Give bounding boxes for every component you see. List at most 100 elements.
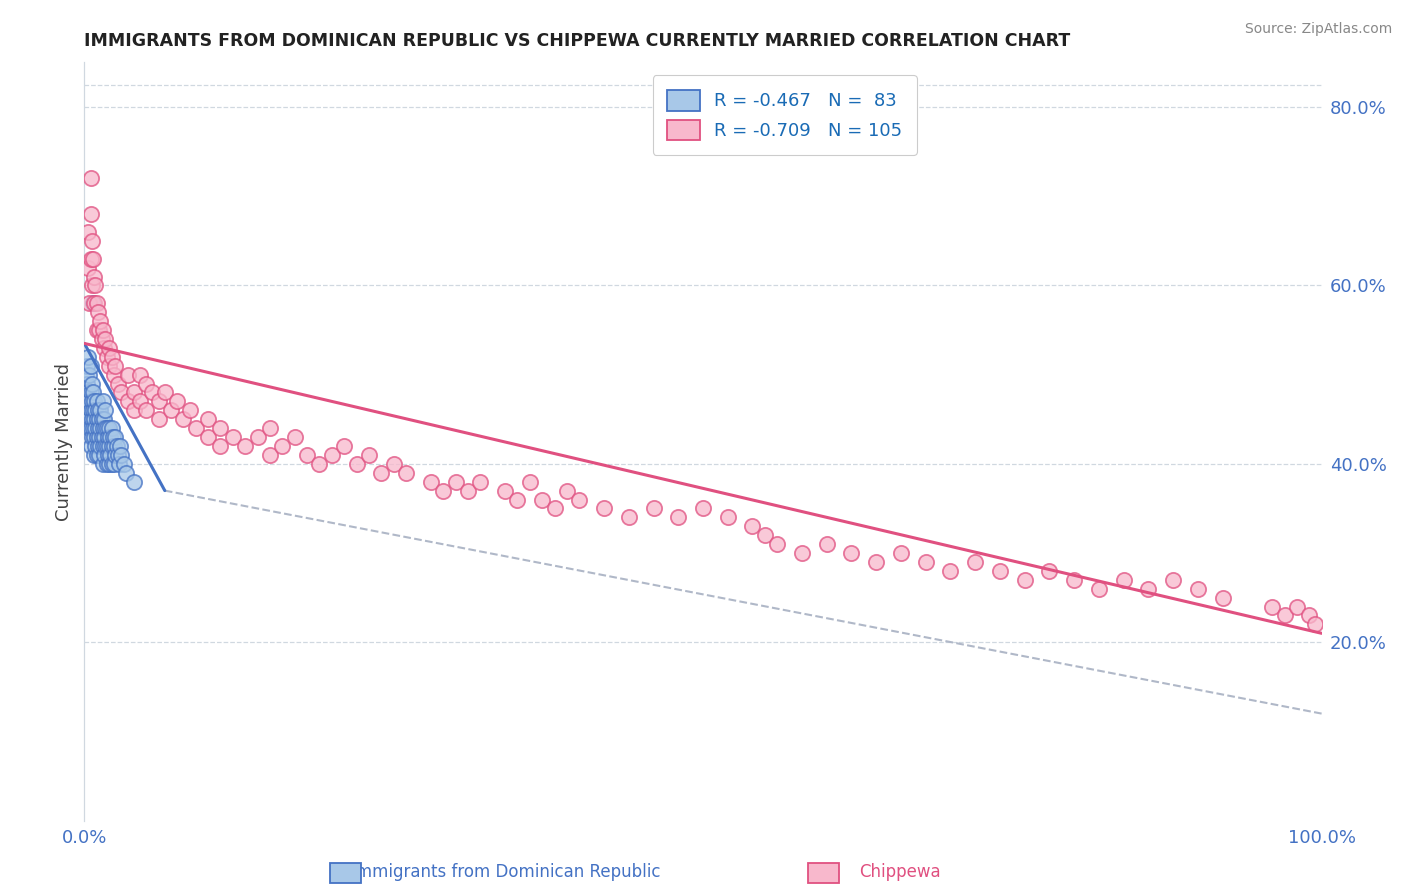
Point [79, 421, 101, 435]
Point [209, 439, 232, 453]
Point [82, 403, 104, 417]
Point [988, 564, 1011, 578]
Point [87, 403, 110, 417]
Point [506, 492, 529, 507]
Point [89, 439, 111, 453]
Point [86, 296, 108, 310]
Point [91, 439, 114, 453]
Point [271, 439, 294, 453]
Point [1261, 599, 1284, 614]
Point [284, 430, 307, 444]
Point [122, 475, 145, 489]
Point [90, 430, 112, 444]
Point [117, 368, 139, 382]
Point [91, 457, 114, 471]
Point [160, 403, 183, 417]
Point [91, 323, 114, 337]
Point [75, 385, 97, 400]
Point [80, 430, 103, 444]
Point [98, 421, 121, 435]
Point [494, 483, 516, 498]
Point [209, 421, 232, 435]
Point [1063, 573, 1085, 587]
Point [79, 296, 101, 310]
Point [568, 492, 591, 507]
Point [104, 359, 127, 373]
Point [1187, 582, 1209, 596]
Point [79, 252, 101, 266]
Point [83, 430, 105, 444]
Point [93, 430, 115, 444]
Point [122, 385, 145, 400]
Point [295, 448, 318, 462]
Point [110, 448, 132, 462]
Point [82, 421, 104, 435]
Point [197, 412, 219, 426]
Point [84, 439, 107, 453]
Legend: R = -0.467   N =  83, R = -0.709   N = 105: R = -0.467 N = 83, R = -0.709 N = 105 [652, 75, 917, 155]
Point [179, 403, 201, 417]
Point [197, 430, 219, 444]
Point [865, 555, 887, 569]
Point [543, 501, 565, 516]
Point [94, 421, 117, 435]
Point [110, 385, 132, 400]
Point [79, 439, 101, 453]
Point [519, 475, 541, 489]
Point [135, 376, 157, 391]
Point [110, 439, 132, 453]
Point [79, 403, 101, 417]
Point [98, 448, 121, 462]
Point [98, 457, 121, 471]
Point [965, 555, 987, 569]
Point [115, 466, 138, 480]
Point [89, 403, 111, 417]
Point [1298, 608, 1320, 623]
Point [77, 385, 100, 400]
Point [87, 305, 110, 319]
Point [129, 394, 152, 409]
Point [79, 368, 101, 382]
Point [148, 412, 170, 426]
Point [83, 269, 105, 284]
Point [87, 439, 110, 453]
Point [83, 296, 105, 310]
Point [80, 278, 103, 293]
Point [98, 359, 121, 373]
Point [754, 528, 776, 542]
Point [76, 359, 98, 373]
Point [914, 555, 936, 569]
Point [79, 412, 101, 426]
Point [141, 385, 163, 400]
Text: Source: ZipAtlas.com: Source: ZipAtlas.com [1244, 22, 1392, 37]
Point [82, 296, 104, 310]
Point [96, 457, 118, 471]
Y-axis label: Currently Married: Currently Married [55, 362, 73, 521]
Point [129, 368, 152, 382]
Point [617, 510, 640, 524]
Point [112, 457, 135, 471]
Point [766, 537, 789, 551]
Point [77, 350, 100, 364]
Point [107, 448, 129, 462]
Point [246, 430, 269, 444]
Point [98, 341, 121, 355]
Point [259, 421, 281, 435]
Point [555, 483, 578, 498]
Point [346, 457, 368, 471]
Point [96, 439, 118, 453]
Point [419, 475, 441, 489]
Text: IMMIGRANTS FROM DOMINICAN REPUBLIC VS CHIPPEWA CURRENTLY MARRIED CORRELATION CHA: IMMIGRANTS FROM DOMINICAN REPUBLIC VS CH… [84, 32, 1070, 50]
Point [79, 421, 101, 435]
Point [357, 448, 380, 462]
Point [86, 412, 108, 426]
Point [79, 207, 101, 221]
Point [1137, 582, 1160, 596]
Point [103, 457, 125, 471]
Point [89, 323, 111, 337]
Point [79, 359, 101, 373]
Point [741, 519, 763, 533]
Text: Immigrants from Dominican Republic: Immigrants from Dominican Republic [352, 863, 661, 881]
Point [77, 260, 100, 275]
Point [815, 537, 838, 551]
